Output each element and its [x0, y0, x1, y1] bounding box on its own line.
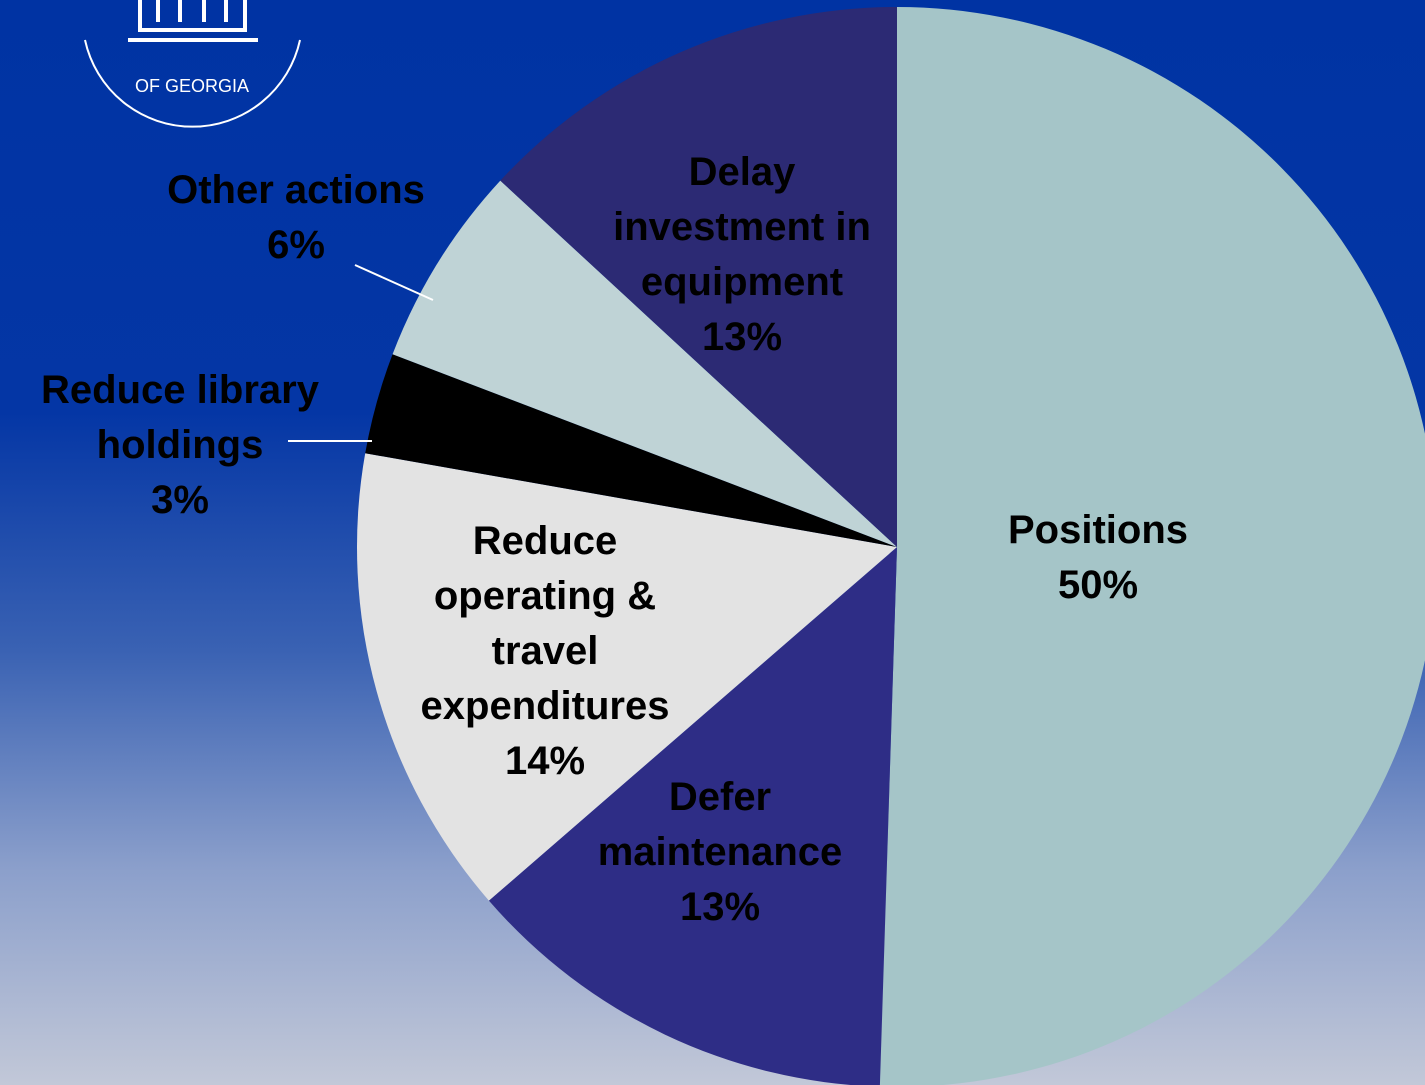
value-label: 50% — [1057, 563, 1139, 607]
pie-slice — [392, 180, 897, 547]
logo-text: OF GEORGIA — [135, 76, 249, 96]
logo-building — [128, 0, 258, 42]
category-label: Defer maintenance — [597, 775, 843, 874]
category-label: Delay investment in equipment — [613, 150, 871, 304]
slice-label: Positions 50% — [938, 503, 1258, 613]
slice-label: Reduce library holdings 3% — [10, 363, 350, 528]
leader-line — [354, 264, 434, 301]
value-label: 6% — [267, 223, 325, 267]
pie-slice — [357, 453, 898, 901]
logo: OF GEORGIA — [84, 0, 301, 128]
category-label: Reduce library holdings — [41, 368, 319, 467]
pie-slice — [365, 354, 897, 547]
slice-label: Defer maintenance 13% — [570, 770, 870, 935]
category-label: Other actions — [167, 168, 425, 212]
category-label: Positions — [1007, 508, 1189, 552]
logo-ring — [84, 39, 301, 128]
pie-slice — [879, 7, 1425, 1085]
slice-label: Other actions 6% — [136, 163, 456, 273]
value-label: 3% — [151, 478, 209, 522]
value-label: 13% — [679, 885, 761, 929]
slice-label: Reduce operating & travel expenditures 14… — [395, 514, 695, 789]
slice-label: Delay investment in equipment 13% — [585, 145, 900, 365]
category-label: Reduce operating & travel expenditures — [420, 519, 670, 728]
value-label: 14% — [504, 739, 586, 783]
pie-slice — [488, 547, 897, 1085]
pie-slice — [500, 7, 897, 547]
value-label: 13% — [701, 315, 783, 359]
